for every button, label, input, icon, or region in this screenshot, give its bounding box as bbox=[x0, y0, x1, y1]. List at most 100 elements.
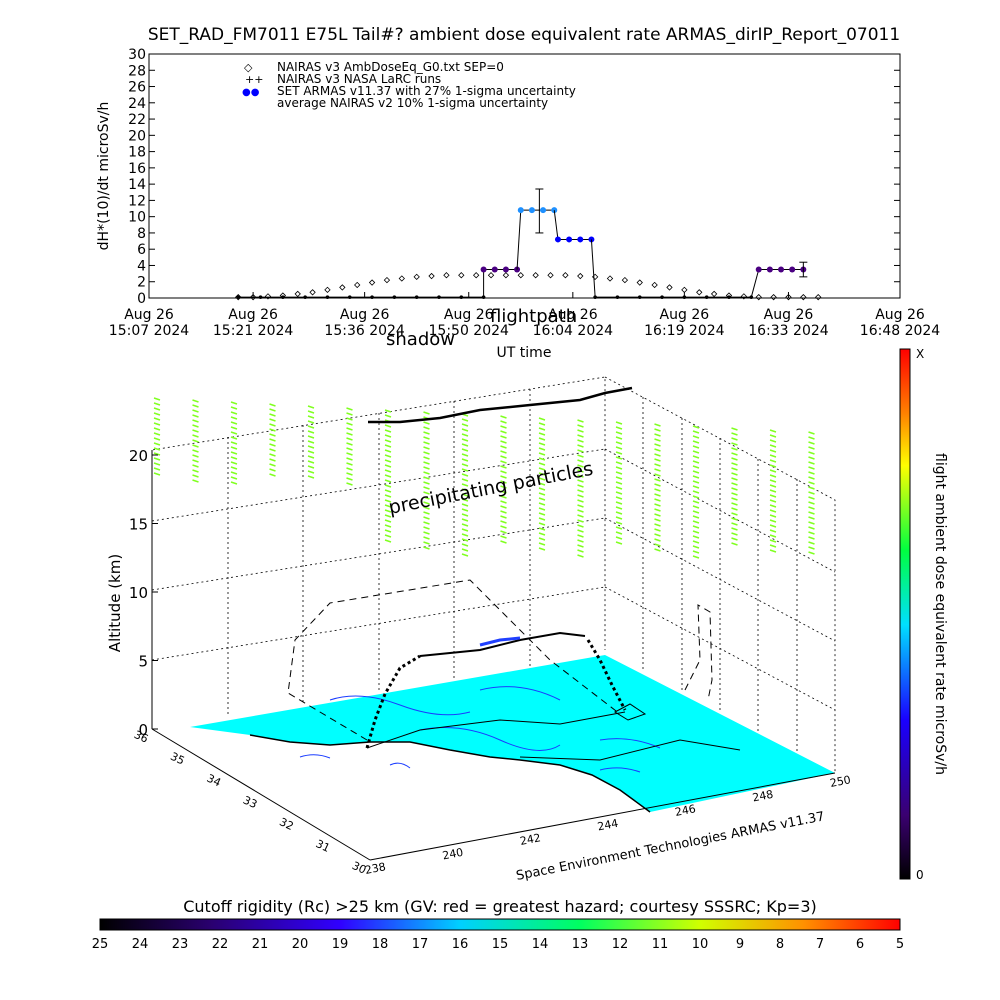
longitude-tick-label: 240 bbox=[441, 846, 464, 863]
nairas-v3-point bbox=[532, 272, 539, 279]
armas-point bbox=[481, 295, 486, 299]
rc-tick-label: 8 bbox=[776, 937, 784, 952]
nairas-v3-point bbox=[636, 279, 643, 286]
armas-point bbox=[517, 207, 524, 214]
nairas-v3-point bbox=[324, 286, 331, 294]
chart-title: SET_RAD_FM7011 E75L Tail#? ambient dose … bbox=[148, 25, 900, 45]
armas-point bbox=[615, 295, 620, 299]
flightpath-label: flightpath bbox=[490, 306, 577, 327]
nairas-v3-point bbox=[710, 290, 718, 298]
precip-particle-column bbox=[384, 409, 392, 543]
plot-frame bbox=[148, 53, 901, 299]
flight-path-shadow-east bbox=[684, 604, 713, 701]
armas-point bbox=[540, 207, 547, 214]
precip-particle-column bbox=[731, 427, 738, 546]
precipitating-particles bbox=[153, 397, 815, 559]
flight-path-ground bbox=[366, 711, 626, 749]
armas-point bbox=[593, 295, 597, 299]
precip-particle-column bbox=[423, 411, 430, 550]
nairas-v3-point bbox=[368, 279, 376, 286]
nairas-v3-point bbox=[235, 294, 242, 301]
armas-point bbox=[766, 266, 773, 273]
nairas-v3-point bbox=[547, 272, 554, 279]
armas-point bbox=[392, 295, 397, 299]
latitude-axis: 36 35 34 33 32 31 30 bbox=[132, 728, 368, 877]
rc-tick-label: 14 bbox=[532, 937, 549, 952]
rc-tick-label: 11 bbox=[652, 937, 669, 952]
nairas-v3-point bbox=[577, 272, 584, 280]
altitude-tick-label: 20 bbox=[129, 447, 148, 465]
rc-tick-label: 23 bbox=[172, 937, 189, 952]
latitude-tick-label: 32 bbox=[277, 815, 295, 833]
armas-point bbox=[749, 295, 754, 299]
precip-particle-column bbox=[769, 429, 777, 553]
nairas-v3-point bbox=[458, 272, 465, 279]
rc-color-bar-fill bbox=[99, 918, 901, 931]
altitude-axis-label: Altitude (km) bbox=[106, 554, 124, 652]
y-tick-label: 22 bbox=[128, 112, 146, 128]
x-tick-time: 16:33 2024 bbox=[748, 323, 829, 339]
y-tick-label: 0 bbox=[137, 291, 146, 307]
legend-symbol-armas: ●● bbox=[242, 87, 260, 98]
nairas-v3-point bbox=[249, 294, 257, 301]
nairas-v3-point bbox=[339, 284, 346, 291]
nairas-v3-point bbox=[354, 281, 361, 289]
latitude-tick-label: 30 bbox=[350, 859, 368, 877]
armas-point bbox=[370, 295, 374, 299]
rc-tick-label: 22 bbox=[212, 937, 229, 952]
longitude-tick-label: 242 bbox=[519, 831, 542, 848]
rc-tick-label: 15 bbox=[492, 937, 509, 952]
ground-surface bbox=[190, 655, 835, 812]
coastline bbox=[249, 734, 651, 813]
armas-point bbox=[727, 295, 731, 299]
altitude-tick-label: 5 bbox=[138, 653, 148, 671]
flight-path-cruise-blue bbox=[479, 636, 521, 647]
y-tick-label: 16 bbox=[128, 161, 146, 177]
rc-bar-title: Cutoff rigidity (Rc) >25 km (GV: red = g… bbox=[183, 897, 817, 916]
armas-point bbox=[528, 207, 535, 214]
front-axes bbox=[151, 450, 836, 861]
longitude-tick-label: 250 bbox=[829, 773, 852, 790]
armas-point bbox=[347, 295, 352, 299]
y-tick-label: 30 bbox=[128, 47, 146, 63]
y-tick-label: 10 bbox=[128, 210, 146, 226]
precip-particle-column bbox=[461, 413, 469, 557]
armas-point bbox=[566, 236, 573, 243]
precip-particle-column bbox=[538, 417, 546, 551]
legend-label-nairas-v3: NAIRAS v3 AmbDoseEq_G0.txt SEP=0 bbox=[277, 60, 504, 74]
rc-tick-label: 17 bbox=[412, 937, 429, 952]
x-tick-time: 15:21 2024 bbox=[213, 323, 294, 339]
shadow-label: shadow bbox=[386, 329, 455, 350]
nairas-v3-point bbox=[443, 272, 450, 279]
x-tick-date: Aug 26 bbox=[875, 307, 925, 323]
precip-particle-column bbox=[615, 421, 623, 545]
y-axis-label: dH*(10)/dt microSv/h bbox=[96, 102, 112, 251]
precip-annotation: precipitating particles bbox=[387, 458, 595, 519]
armas-point bbox=[660, 295, 664, 299]
x-tick-time: 16:48 2024 bbox=[860, 323, 941, 339]
x-tick-date: Aug 26 bbox=[340, 307, 390, 323]
nairas-v3-point bbox=[428, 272, 435, 280]
nairas-v3-point bbox=[815, 294, 822, 301]
rc-tick-label: 21 bbox=[252, 937, 269, 952]
armas-connector bbox=[750, 269, 760, 298]
x-axis-label: UT time bbox=[497, 345, 552, 361]
flight-path-top-projection bbox=[368, 386, 633, 424]
legend-label-armas: SET ARMAS v11.37 with 27% 1-sigma uncert… bbox=[277, 84, 576, 98]
rc-tick-label: 6 bbox=[856, 937, 864, 952]
armas-point bbox=[755, 266, 762, 273]
x-tick-date: Aug 26 bbox=[548, 307, 598, 323]
flight-path-ascent bbox=[365, 654, 421, 749]
armas-point bbox=[502, 266, 509, 273]
y-tick-label: 8 bbox=[137, 226, 146, 242]
x-tick-time: 15:36 2024 bbox=[324, 323, 405, 339]
y-tick-label: 24 bbox=[128, 96, 146, 112]
nairas-v3-point bbox=[785, 294, 792, 301]
flight-path-shadow bbox=[287, 579, 621, 741]
nairas-v3-point bbox=[770, 294, 777, 301]
armas-point bbox=[778, 266, 785, 273]
rc-tick-label: 9 bbox=[736, 937, 744, 952]
